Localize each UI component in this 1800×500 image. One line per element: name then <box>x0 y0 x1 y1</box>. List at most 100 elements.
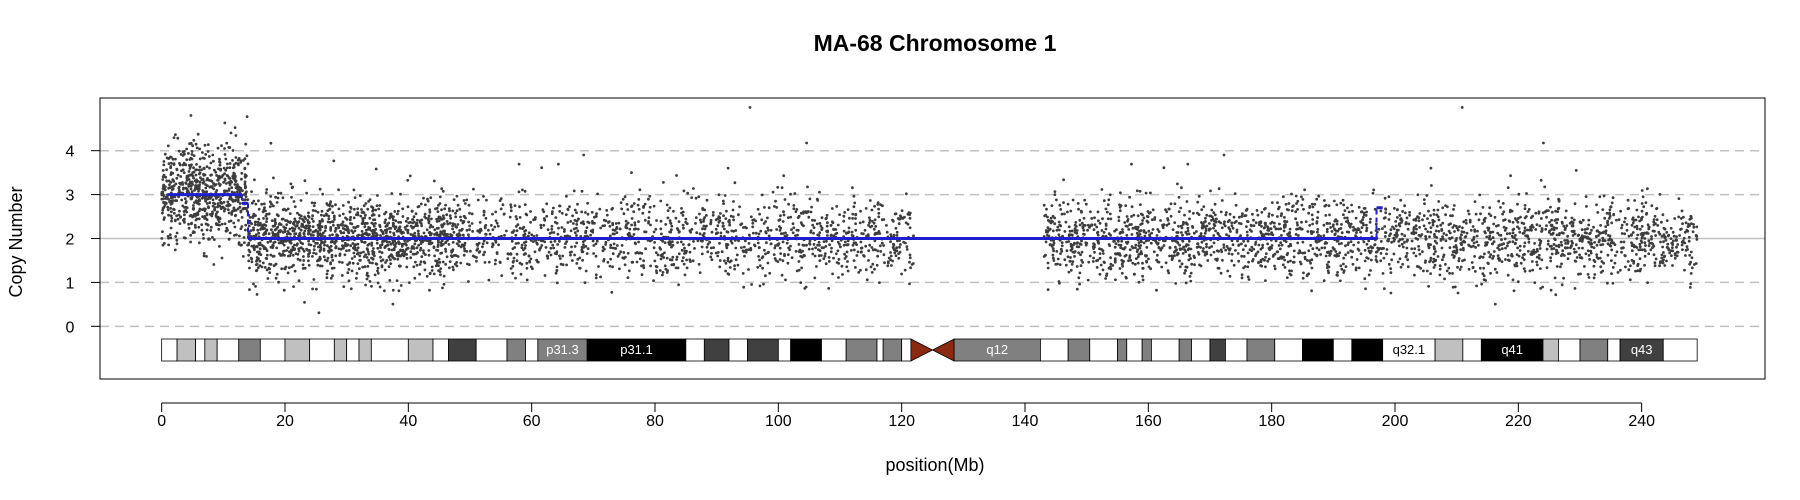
data-point <box>460 227 464 231</box>
data-point <box>607 221 610 224</box>
data-point <box>1180 231 1183 234</box>
data-point <box>320 264 324 268</box>
data-point <box>1123 254 1127 258</box>
data-point <box>854 266 857 269</box>
data-point <box>1613 261 1617 265</box>
data-point <box>171 157 175 161</box>
data-point <box>223 189 226 193</box>
data-point <box>372 247 375 250</box>
data-point <box>1663 264 1667 267</box>
data-point <box>703 227 707 231</box>
data-point <box>456 255 460 258</box>
data-point <box>684 251 688 255</box>
data-point <box>876 254 879 258</box>
data-point <box>258 264 262 267</box>
data-point <box>1439 223 1443 227</box>
data-point <box>408 281 411 284</box>
data-point <box>533 250 537 254</box>
data-point <box>812 231 815 235</box>
data-point <box>355 272 359 275</box>
data-point <box>171 178 175 182</box>
data-point <box>500 274 504 277</box>
data-point <box>549 246 553 250</box>
data-point <box>493 225 497 229</box>
data-point <box>730 229 734 233</box>
data-point <box>1092 256 1095 260</box>
data-point <box>1654 222 1657 226</box>
data-point <box>162 183 166 187</box>
data-point <box>1066 210 1069 214</box>
data-point <box>1555 248 1558 252</box>
data-point <box>337 247 341 251</box>
data-point <box>194 142 198 146</box>
data-point <box>1685 228 1689 232</box>
data-point <box>633 223 637 227</box>
data-point <box>1620 223 1624 227</box>
data-point <box>238 205 242 209</box>
data-point <box>385 240 389 244</box>
data-point <box>1687 222 1690 226</box>
data-point <box>1588 258 1591 261</box>
data-point <box>194 180 198 184</box>
data-point <box>329 262 332 266</box>
data-point <box>669 230 673 234</box>
data-point <box>718 259 722 262</box>
data-point <box>1301 276 1305 280</box>
data-point <box>737 213 740 217</box>
data-point <box>1208 246 1211 250</box>
data-point <box>298 216 302 220</box>
data-point <box>1306 230 1310 233</box>
data-point <box>1422 269 1425 273</box>
data-point <box>275 246 279 250</box>
data-point <box>843 252 846 256</box>
data-point <box>1310 289 1313 293</box>
data-point <box>1251 212 1254 216</box>
data-point <box>198 180 202 184</box>
data-point <box>260 243 264 247</box>
data-point <box>1441 237 1445 241</box>
data-point <box>1574 169 1578 172</box>
data-point <box>1543 185 1547 189</box>
data-point <box>1399 198 1403 202</box>
data-point <box>870 246 874 249</box>
data-point <box>1433 239 1437 243</box>
data-point <box>175 231 179 235</box>
data-point <box>1363 248 1367 252</box>
data-point <box>175 238 179 242</box>
data-point <box>1661 245 1664 249</box>
data-point <box>631 260 635 264</box>
data-point <box>1273 221 1276 225</box>
data-point <box>235 233 238 237</box>
data-point <box>405 224 409 228</box>
data-point <box>1335 273 1339 277</box>
data-point <box>331 204 334 208</box>
data-point <box>218 161 222 164</box>
data-point <box>566 234 569 238</box>
data-point <box>1322 234 1326 238</box>
data-point <box>809 210 813 214</box>
data-point <box>347 268 351 271</box>
data-point <box>1069 209 1073 213</box>
data-point <box>1573 250 1576 254</box>
data-point <box>1132 272 1136 276</box>
data-point <box>1181 223 1185 226</box>
data-point <box>1147 229 1151 233</box>
data-point <box>862 254 866 258</box>
data-point <box>1496 231 1500 235</box>
data-point <box>835 261 839 264</box>
data-point <box>598 207 602 211</box>
data-point <box>1219 271 1223 275</box>
data-point <box>411 221 414 225</box>
data-point <box>1529 252 1533 256</box>
data-point <box>256 228 260 232</box>
data-point <box>756 265 760 269</box>
data-point <box>1227 234 1231 238</box>
data-point <box>411 218 415 221</box>
data-point <box>244 184 247 188</box>
data-point <box>397 227 401 231</box>
data-point <box>729 239 733 243</box>
data-point <box>680 259 684 263</box>
data-point <box>1185 232 1189 236</box>
data-point <box>723 259 726 263</box>
data-point <box>666 216 670 220</box>
